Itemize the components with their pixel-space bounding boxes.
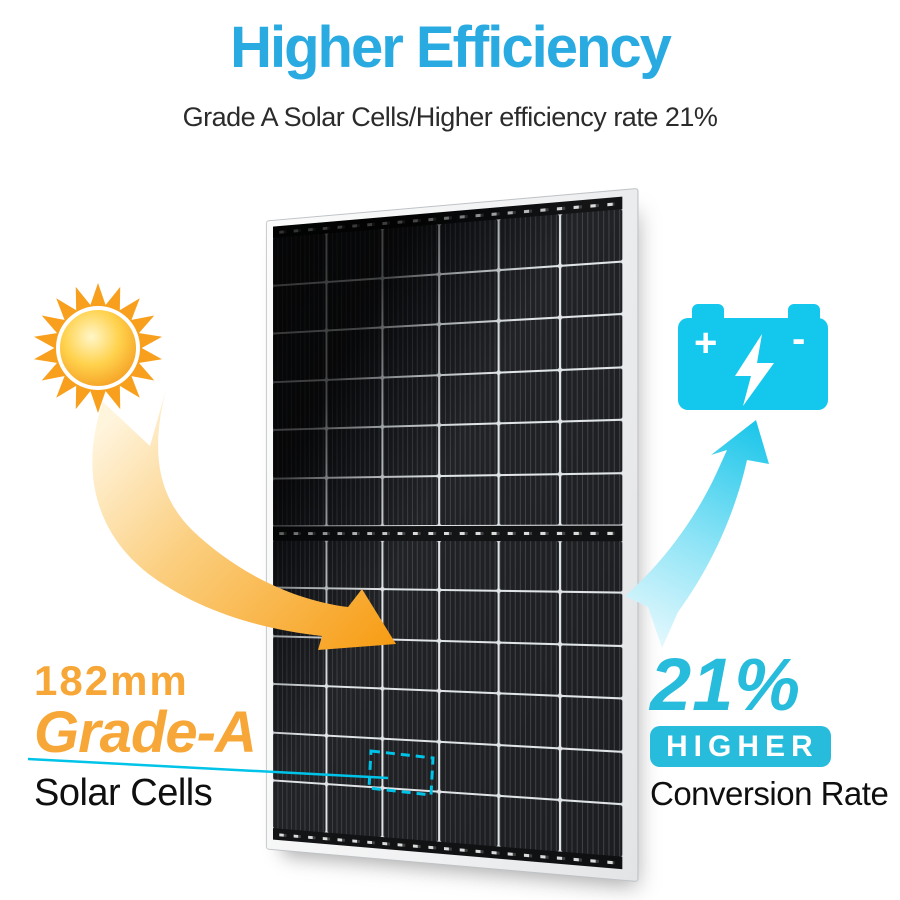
solar-cell <box>440 373 498 425</box>
solar-cell <box>561 645 623 698</box>
cell-grid-bottom-half <box>273 540 623 857</box>
solar-cell <box>561 209 623 265</box>
percent-label: 21% <box>650 643 802 726</box>
solar-cell <box>499 266 560 320</box>
solar-cell <box>440 540 498 590</box>
solar-cell <box>273 429 326 478</box>
solar-cell <box>327 378 382 428</box>
solar-cell <box>382 739 439 792</box>
page-title: Higher Efficiency <box>230 15 672 80</box>
solar-cell <box>561 540 623 592</box>
solar-cell <box>382 639 439 691</box>
solar-cell <box>327 638 382 688</box>
solar-cell <box>327 428 382 477</box>
solar-cell <box>382 689 439 741</box>
solar-cell <box>327 589 382 638</box>
cell-size-label: 182mm <box>34 657 189 704</box>
solar-cell <box>382 426 439 476</box>
solar-cell <box>499 370 560 423</box>
solar-panel <box>265 187 639 883</box>
solar-cell <box>440 322 498 374</box>
solar-cell <box>499 214 560 269</box>
left-callout: 182mm Grade-A Solar Cells <box>34 657 257 814</box>
solar-cell <box>440 742 498 796</box>
solar-cell <box>499 797 560 852</box>
solar-cell <box>273 733 326 784</box>
solar-cell <box>327 785 382 837</box>
sun-disc <box>56 306 140 390</box>
solar-cell <box>273 588 326 637</box>
solar-cell <box>440 476 498 526</box>
solar-cell <box>382 274 439 327</box>
solar-cell <box>499 643 560 696</box>
solar-cell <box>561 697 623 751</box>
solar-cell <box>273 331 326 382</box>
sun-icon <box>32 283 164 413</box>
solar-cell <box>382 375 439 427</box>
left-caption: Solar Cells <box>34 772 213 814</box>
solar-cell <box>499 591 560 643</box>
lightning-icon <box>735 334 774 406</box>
right-caption: Conversion Rate <box>650 775 889 812</box>
solar-cell <box>499 318 560 372</box>
cell-grid-top-half <box>273 209 623 526</box>
battery-minus-label: - <box>792 317 805 361</box>
solar-cell <box>440 270 498 324</box>
page-subtitle: Grade A Solar Cells/Higher efficiency ra… <box>182 102 718 132</box>
solar-cell <box>273 478 326 526</box>
solar-cell <box>561 421 623 474</box>
solar-cell <box>273 380 326 430</box>
solar-cell <box>561 801 623 857</box>
solar-cell <box>273 685 326 735</box>
solar-cell <box>273 781 326 833</box>
solar-cell <box>561 474 623 526</box>
solar-cell <box>382 325 439 377</box>
solar-cell <box>327 736 382 788</box>
solar-cell <box>382 590 439 640</box>
solar-cell <box>273 636 326 686</box>
solar-cell <box>440 591 498 642</box>
solar-cell <box>440 692 498 744</box>
solar-cell <box>499 422 560 474</box>
panel-frame <box>265 187 639 883</box>
solar-cell <box>327 540 382 589</box>
solar-cell <box>440 641 498 693</box>
solar-cell <box>499 694 560 748</box>
battery-icon: + - <box>678 304 828 410</box>
solar-cell <box>561 262 623 317</box>
solar-cell <box>561 315 623 369</box>
solar-cell <box>561 592 623 645</box>
solar-cell <box>327 229 382 281</box>
solar-cell <box>440 793 498 847</box>
busbar-strip-middle <box>273 525 623 541</box>
solar-cell <box>499 540 560 591</box>
energy-arrow-icon <box>625 420 769 648</box>
solar-cell <box>327 328 382 379</box>
solar-cell <box>273 282 326 333</box>
solar-cell <box>499 745 560 800</box>
solar-cell <box>382 789 439 842</box>
solar-cell <box>499 475 560 526</box>
higher-badge: HIGHER <box>650 726 831 767</box>
grade-label: Grade-A <box>34 700 257 765</box>
solar-cell <box>382 540 439 590</box>
solar-cell <box>327 687 382 738</box>
solar-cell <box>382 476 439 526</box>
battery-plus-label: + <box>694 321 717 365</box>
right-callout: 21% HIGHER Conversion Rate <box>650 643 889 812</box>
solar-cell <box>561 749 623 804</box>
panel-glass <box>273 196 623 870</box>
solar-cell <box>561 368 623 421</box>
solar-cell <box>327 477 382 526</box>
solar-cell <box>440 424 498 475</box>
solar-cell <box>327 278 382 330</box>
solar-cell <box>382 224 439 277</box>
solar-cell <box>273 540 326 588</box>
solar-cell <box>273 233 326 285</box>
solar-cell <box>440 219 498 273</box>
